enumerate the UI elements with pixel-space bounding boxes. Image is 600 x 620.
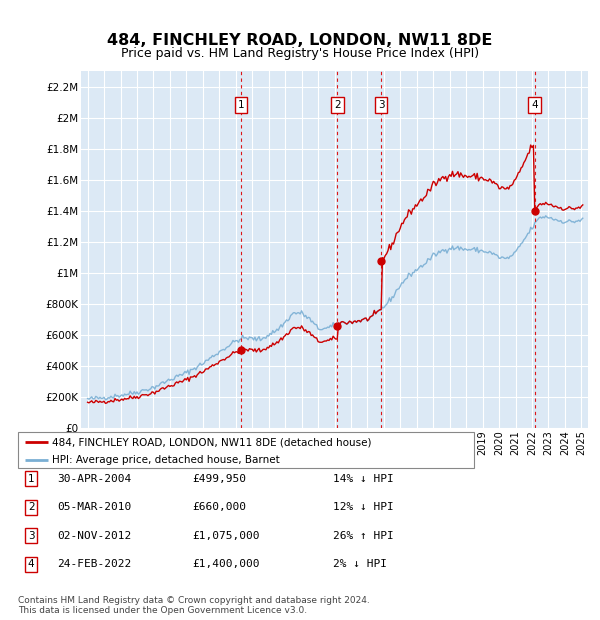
Text: 2: 2 bbox=[334, 100, 341, 110]
Text: 05-MAR-2010: 05-MAR-2010 bbox=[57, 502, 131, 512]
Text: 1: 1 bbox=[28, 474, 35, 484]
Text: 2: 2 bbox=[28, 502, 35, 512]
Text: Price paid vs. HM Land Registry's House Price Index (HPI): Price paid vs. HM Land Registry's House … bbox=[121, 48, 479, 60]
Text: 14% ↓ HPI: 14% ↓ HPI bbox=[333, 474, 394, 484]
Text: 30-APR-2004: 30-APR-2004 bbox=[57, 474, 131, 484]
Text: Contains HM Land Registry data © Crown copyright and database right 2024.
This d: Contains HM Land Registry data © Crown c… bbox=[18, 596, 370, 615]
Text: 2% ↓ HPI: 2% ↓ HPI bbox=[333, 559, 387, 569]
Text: 12% ↓ HPI: 12% ↓ HPI bbox=[333, 502, 394, 512]
Text: 484, FINCHLEY ROAD, LONDON, NW11 8DE (detached house): 484, FINCHLEY ROAD, LONDON, NW11 8DE (de… bbox=[52, 437, 372, 447]
Text: 4: 4 bbox=[28, 559, 35, 569]
Text: £660,000: £660,000 bbox=[192, 502, 246, 512]
Text: 484, FINCHLEY ROAD, LONDON, NW11 8DE: 484, FINCHLEY ROAD, LONDON, NW11 8DE bbox=[107, 33, 493, 48]
Text: 4: 4 bbox=[531, 100, 538, 110]
Text: 1: 1 bbox=[238, 100, 244, 110]
Text: £1,400,000: £1,400,000 bbox=[192, 559, 260, 569]
Text: 3: 3 bbox=[28, 531, 35, 541]
Text: HPI: Average price, detached house, Barnet: HPI: Average price, detached house, Barn… bbox=[52, 455, 280, 465]
Text: 24-FEB-2022: 24-FEB-2022 bbox=[57, 559, 131, 569]
Text: £1,075,000: £1,075,000 bbox=[192, 531, 260, 541]
Text: 02-NOV-2012: 02-NOV-2012 bbox=[57, 531, 131, 541]
Text: £499,950: £499,950 bbox=[192, 474, 246, 484]
Text: 26% ↑ HPI: 26% ↑ HPI bbox=[333, 531, 394, 541]
Text: 3: 3 bbox=[378, 100, 385, 110]
